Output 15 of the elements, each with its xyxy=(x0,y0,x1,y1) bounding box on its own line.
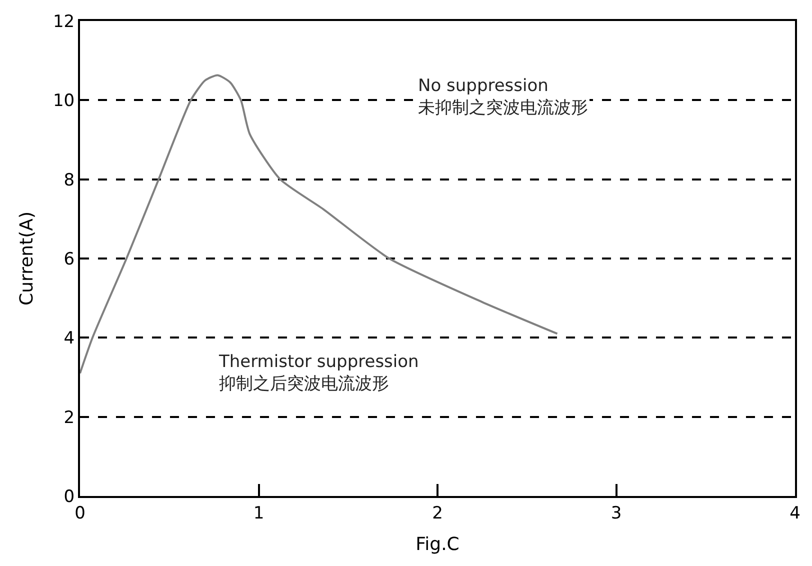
x-axis-title: Fig.C xyxy=(416,534,460,555)
x-tick-label: 4 xyxy=(790,503,800,524)
x-tick-label: 2 xyxy=(432,503,443,524)
y-tick-label: 6 xyxy=(64,249,75,270)
y-tick-label: 2 xyxy=(64,408,75,428)
y-axis-title: Current(A) xyxy=(16,212,38,306)
x-tick-label: 1 xyxy=(253,503,264,524)
y-tick-label: 4 xyxy=(64,328,75,349)
y-tick-label: 12 xyxy=(52,12,75,32)
annotation: Thermistor suppression 抑制之后突波电流波形 xyxy=(218,352,419,394)
y-tick-label: 0 xyxy=(64,486,75,507)
annotation: No suppression 未抑制之突波电流波形 xyxy=(418,76,588,118)
y-tick-label: 10 xyxy=(52,91,75,112)
x-tick-label: 3 xyxy=(610,503,622,524)
y-tick-label: 8 xyxy=(64,170,75,190)
